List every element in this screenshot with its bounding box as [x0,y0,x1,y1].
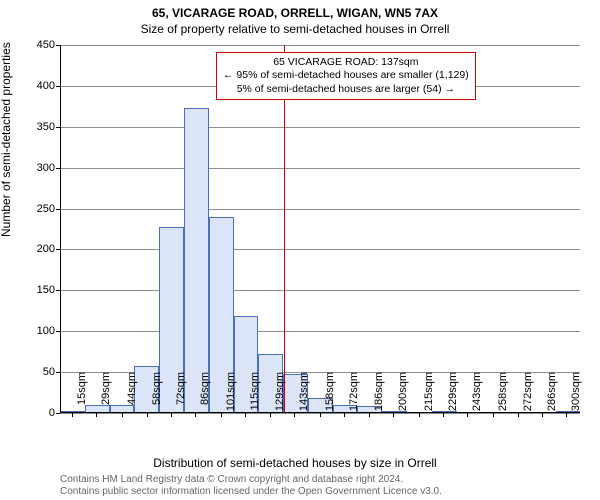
x-tick-mark [270,413,271,417]
x-tick-mark [467,413,468,417]
y-axis-label: Number of semi-detached properties [0,42,13,237]
x-tick-mark [171,413,172,417]
x-tick-mark [493,413,494,417]
x-tick-label: 286sqm [546,372,558,417]
y-tick-label: 450 [25,39,55,51]
x-tick-mark [369,413,370,417]
x-tick-mark [419,413,420,417]
property-size-histogram: 65, VICARAGE ROAD, ORRELL, WIGAN, WN5 7A… [0,0,600,500]
y-tick-label: 250 [25,203,55,215]
annotation-box: 65 VICARAGE ROAD: 137sqm ← 95% of semi-d… [216,52,476,101]
x-tick-mark [195,413,196,417]
x-tick-label: 158sqm [324,372,336,417]
x-tick-label: 44sqm [126,372,138,417]
x-tick-mark [72,413,73,417]
x-tick-label: 86sqm [199,372,211,417]
histogram-bar [184,108,209,413]
x-tick-label: 243sqm [471,372,483,417]
y-tick-label: 0 [25,407,55,419]
chart-title-sub: Size of property relative to semi-detach… [0,22,590,36]
x-tick-mark [518,413,519,417]
y-tick-label: 150 [25,284,55,296]
x-tick-label: 172sqm [348,372,360,417]
x-tick-label: 129sqm [274,372,286,417]
x-tick-mark [147,413,148,417]
x-tick-label: 229sqm [447,372,459,417]
x-tick-mark [294,413,295,417]
annotation-line3: 5% of semi-detached houses are larger (5… [223,83,469,97]
x-tick-label: 215sqm [423,372,435,417]
x-tick-mark [566,413,567,417]
annotation-line1: 65 VICARAGE ROAD: 137sqm [223,56,469,70]
y-tick-mark [56,413,60,414]
plot-area: 65 VICARAGE ROAD: 137sqm ← 95% of semi-d… [60,45,580,413]
x-tick-mark [245,413,246,417]
annotation-line2: ← 95% of semi-detached houses are smalle… [223,69,469,83]
x-tick-label: 101sqm [225,372,237,417]
x-tick-label: 186sqm [373,372,385,417]
x-tick-mark [96,413,97,417]
x-tick-label: 258sqm [497,372,509,417]
x-tick-label: 272sqm [522,372,534,417]
x-tick-label: 72sqm [175,372,187,417]
y-tick-label: 350 [25,121,55,133]
y-tick-label: 300 [25,162,55,174]
x-tick-label: 58sqm [151,372,163,417]
footer-line2: Contains public sector information licen… [60,486,442,498]
x-tick-mark [221,413,222,417]
footer-line1: Contains HM Land Registry data © Crown c… [60,474,442,486]
x-tick-label: 200sqm [397,372,409,417]
chart-title-main: 65, VICARAGE ROAD, ORRELL, WIGAN, WN5 7A… [0,6,590,20]
y-axis-line [60,45,61,413]
x-tick-label: 300sqm [570,372,582,417]
y-tick-label: 50 [25,366,55,378]
x-tick-mark [542,413,543,417]
x-tick-label: 29sqm [100,372,112,417]
y-tick-label: 100 [25,325,55,337]
footer-attribution: Contains HM Land Registry data © Crown c… [60,474,442,498]
x-axis-label: Distribution of semi-detached houses by … [0,456,590,470]
x-tick-mark [393,413,394,417]
x-tick-mark [122,413,123,417]
x-tick-mark [443,413,444,417]
x-tick-mark [344,413,345,417]
y-tick-label: 200 [25,243,55,255]
x-tick-mark [320,413,321,417]
x-tick-label: 143sqm [298,372,310,417]
x-tick-label: 115sqm [249,372,261,417]
x-tick-label: 15sqm [76,372,88,417]
y-tick-label: 400 [25,80,55,92]
